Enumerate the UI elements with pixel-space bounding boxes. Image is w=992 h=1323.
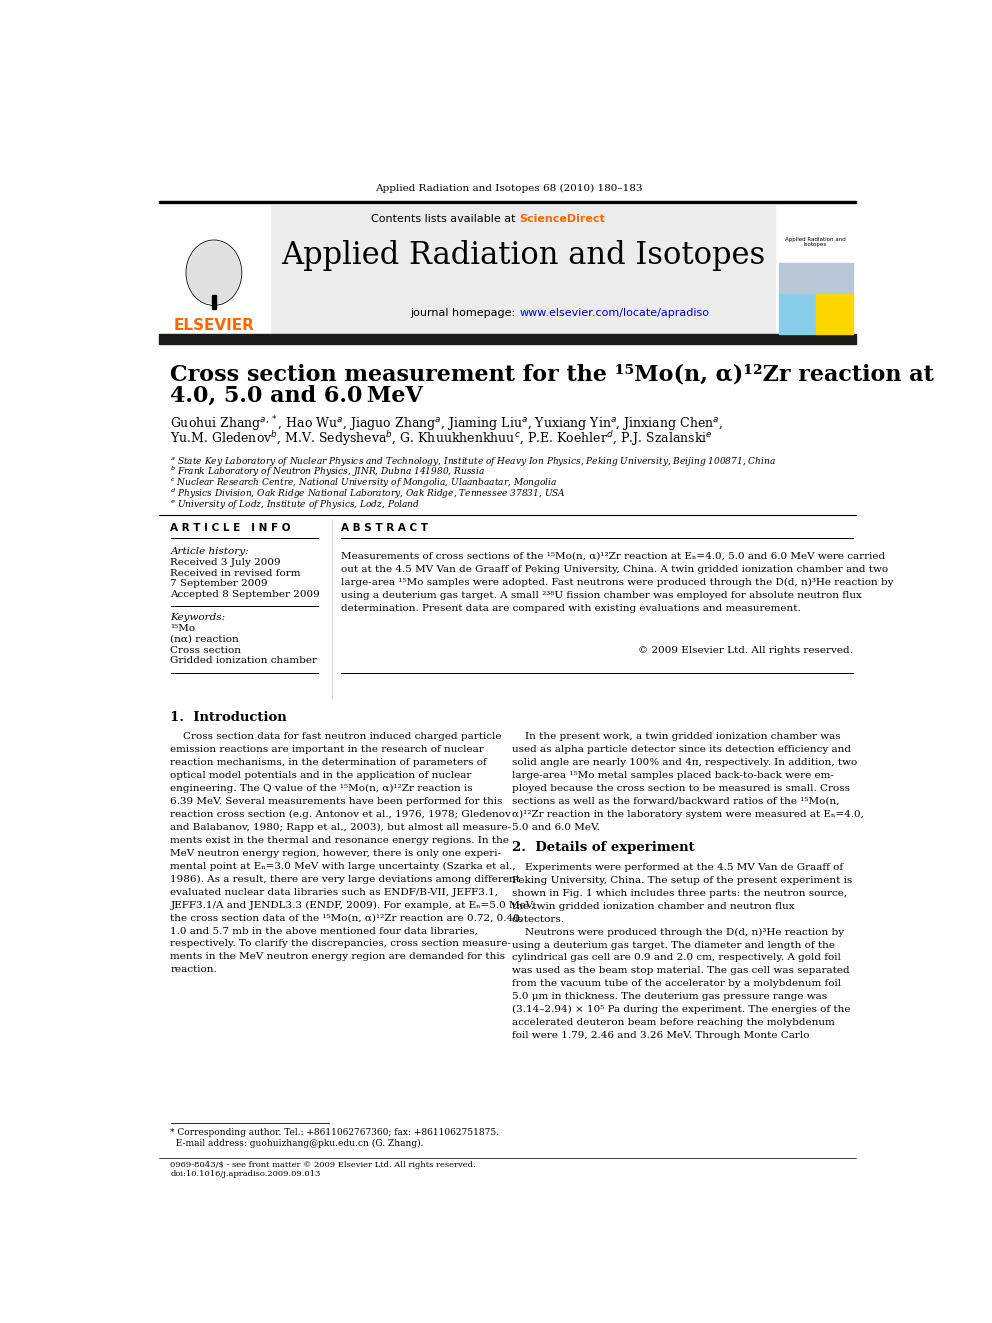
Text: $^{c}$ Nuclear Research Centre, National University of Mongolia, Ulaanbaatar, Mo: $^{c}$ Nuclear Research Centre, National…: [171, 476, 558, 490]
Text: © 2009 Elsevier Ltd. All rights reserved.: © 2009 Elsevier Ltd. All rights reserved…: [638, 646, 852, 655]
Bar: [271, 205, 775, 336]
Text: doi:10.1016/j.apradiso.2009.09.013: doi:10.1016/j.apradiso.2009.09.013: [171, 1170, 320, 1177]
Text: Keywords:: Keywords:: [171, 613, 225, 622]
Text: (nα) reaction: (nα) reaction: [171, 635, 239, 644]
Bar: [779, 294, 816, 335]
Text: Cross section: Cross section: [171, 646, 241, 655]
Text: ScienceDirect: ScienceDirect: [519, 214, 605, 224]
Text: Measurements of cross sections of the ¹⁵Mo(n, α)¹²Zr reaction at Eₙ=4.0, 5.0 and: Measurements of cross sections of the ¹⁵…: [341, 552, 894, 614]
Text: Contents lists available at: Contents lists available at: [371, 214, 519, 224]
Bar: [159, 205, 270, 336]
Bar: [778, 205, 858, 336]
Text: www.elsevier.com/locate/apradiso: www.elsevier.com/locate/apradiso: [519, 308, 709, 318]
Text: Gridded ionization chamber: Gridded ionization chamber: [171, 656, 317, 665]
Text: 7 September 2009: 7 September 2009: [171, 579, 268, 589]
Ellipse shape: [187, 242, 240, 303]
Text: journal homepage:: journal homepage:: [411, 308, 519, 318]
Text: $^{e}$ University of Lodz, Institute of Physics, Lodz, Poland: $^{e}$ University of Lodz, Institute of …: [171, 497, 421, 511]
Text: A R T I C L E   I N F O: A R T I C L E I N F O: [171, 524, 291, 533]
Text: Article history:: Article history:: [171, 546, 249, 556]
Bar: [159, 335, 856, 344]
Text: E-mail address: guohuizhang@pku.edu.cn (G. Zhang).: E-mail address: guohuizhang@pku.edu.cn (…: [171, 1139, 424, 1148]
Text: $^{d}$ Physics Division, Oak Ridge National Laboratory, Oak Ridge, Tennessee 378: $^{d}$ Physics Division, Oak Ridge Natio…: [171, 487, 566, 501]
Text: Received 3 July 2009: Received 3 July 2009: [171, 558, 281, 566]
Bar: [159, 201, 856, 204]
Text: Guohui Zhang$^{a,*}$, Hao Wu$^{a}$, Jiaguo Zhang$^{a}$, Jiaming Liu$^{a}$, Yuxia: Guohui Zhang$^{a,*}$, Hao Wu$^{a}$, Jiag…: [171, 414, 723, 434]
Bar: [779, 263, 852, 294]
Text: Applied Radiation and
Isotopes: Applied Radiation and Isotopes: [785, 237, 845, 247]
Text: ELSEVIER: ELSEVIER: [174, 319, 254, 333]
Text: Experiments were performed at the 4.5 MV Van de Graaff of
Peking University, Chi: Experiments were performed at the 4.5 MV…: [512, 864, 852, 1040]
Text: Received in revised form: Received in revised form: [171, 569, 301, 578]
Bar: [816, 294, 852, 335]
Text: Cross section measurement for the ¹⁵Mo(n, α)¹²Zr reaction at: Cross section measurement for the ¹⁵Mo(n…: [171, 364, 934, 385]
Text: 4.0, 5.0 and 6.0 MeV: 4.0, 5.0 and 6.0 MeV: [171, 385, 424, 407]
Text: ¹⁵Mo: ¹⁵Mo: [171, 624, 195, 632]
Text: A B S T R A C T: A B S T R A C T: [341, 524, 428, 533]
Text: Yu.M. Gledenov$^{b}$, M.V. Sedysheva$^{b}$, G. Khuukhenkhuu$^{c}$, P.E. Koehler$: Yu.M. Gledenov$^{b}$, M.V. Sedysheva$^{b…: [171, 430, 713, 448]
Bar: [211, 295, 216, 308]
Text: 0969-8043/$ - see front matter © 2009 Elsevier Ltd. All rights reserved.: 0969-8043/$ - see front matter © 2009 El…: [171, 1162, 476, 1170]
Text: $^{a}$ State Key Laboratory of Nuclear Physics and Technology, Institute of Heav: $^{a}$ State Key Laboratory of Nuclear P…: [171, 455, 777, 468]
Text: 2.  Details of experiment: 2. Details of experiment: [512, 841, 694, 855]
Text: In the present work, a twin gridded ionization chamber was
used as alpha particl: In the present work, a twin gridded ioni…: [512, 733, 863, 832]
Text: $^{b}$ Frank Laboratory of Neutron Physics, JINR, Dubna 141980, Russia: $^{b}$ Frank Laboratory of Neutron Physi…: [171, 464, 485, 479]
Text: 1.  Introduction: 1. Introduction: [171, 710, 288, 724]
Text: * Corresponding author. Tel.: +8611062767360; fax: +8611062751875.: * Corresponding author. Tel.: +861106276…: [171, 1129, 500, 1138]
Text: Applied Radiation and Isotopes: Applied Radiation and Isotopes: [281, 239, 765, 270]
Text: Accepted 8 September 2009: Accepted 8 September 2009: [171, 590, 320, 599]
Text: Applied Radiation and Isotopes 68 (2010) 180–183: Applied Radiation and Isotopes 68 (2010)…: [375, 184, 642, 193]
Text: Cross section data for fast neutron induced charged particle
emission reactions : Cross section data for fast neutron indu…: [171, 733, 535, 974]
